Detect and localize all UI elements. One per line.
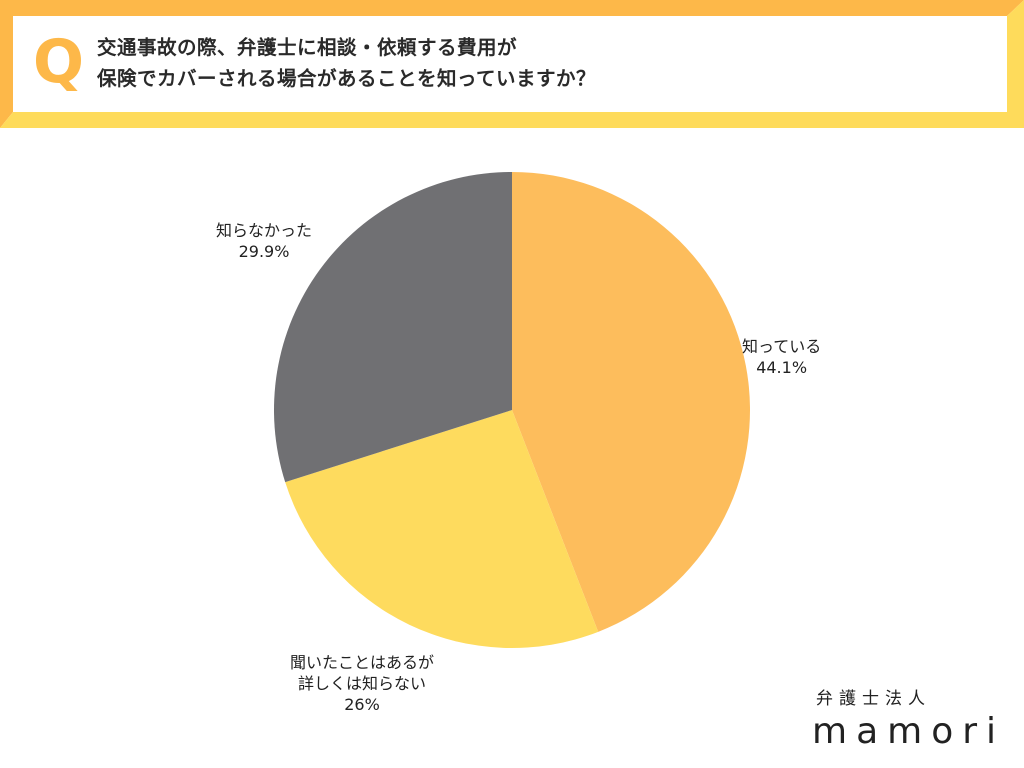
header-frame [0, 0, 1024, 128]
label-unknown: 知らなかった 29.9% [216, 220, 312, 262]
pie-slice-unknown [274, 172, 512, 483]
label-heard-value: 26% [344, 695, 380, 714]
logo-subtitle: 弁護士法人 [816, 689, 931, 709]
question-line-1: 交通事故の際、弁護士に相談・依頼する費用が [97, 36, 518, 59]
question-header: Q 交通事故の際、弁護士に相談・依頼する費用が 保険でカバーされる場合があること… [0, 0, 1024, 128]
mamori-logo: 弁護士法人 mamori [812, 688, 1012, 754]
pie-slice-heard [285, 410, 599, 648]
q-mark-icon: Q [33, 27, 85, 97]
question-line-2: 保険でカバーされる場合があることを知っていますか？ [97, 67, 597, 90]
label-known-value: 44.1% [756, 358, 808, 377]
label-unknown-value: 29.9% [238, 242, 290, 261]
chart-area [0, 128, 1024, 768]
label-known: 知っている 44.1% [742, 336, 821, 378]
label-heard-name-1: 聞いたことはあるが [290, 653, 435, 672]
pie-chart [274, 172, 750, 648]
question-box: Q 交通事故の際、弁護士に相談・依頼する費用が 保険でカバーされる場合があること… [13, 16, 1007, 112]
question-text: 交通事故の際、弁護士に相談・依頼する費用が 保険でカバーされる場合があることを知… [97, 32, 596, 94]
pie-slice-known [512, 172, 750, 632]
label-unknown-name: 知らなかった [216, 221, 313, 240]
logo-name: mamori [812, 711, 1006, 752]
label-heard-name-2: 詳しくは知らない [298, 674, 427, 693]
label-known-name: 知っている [742, 337, 822, 356]
label-heard: 聞いたことはあるが 詳しくは知らない 26% [290, 652, 434, 715]
